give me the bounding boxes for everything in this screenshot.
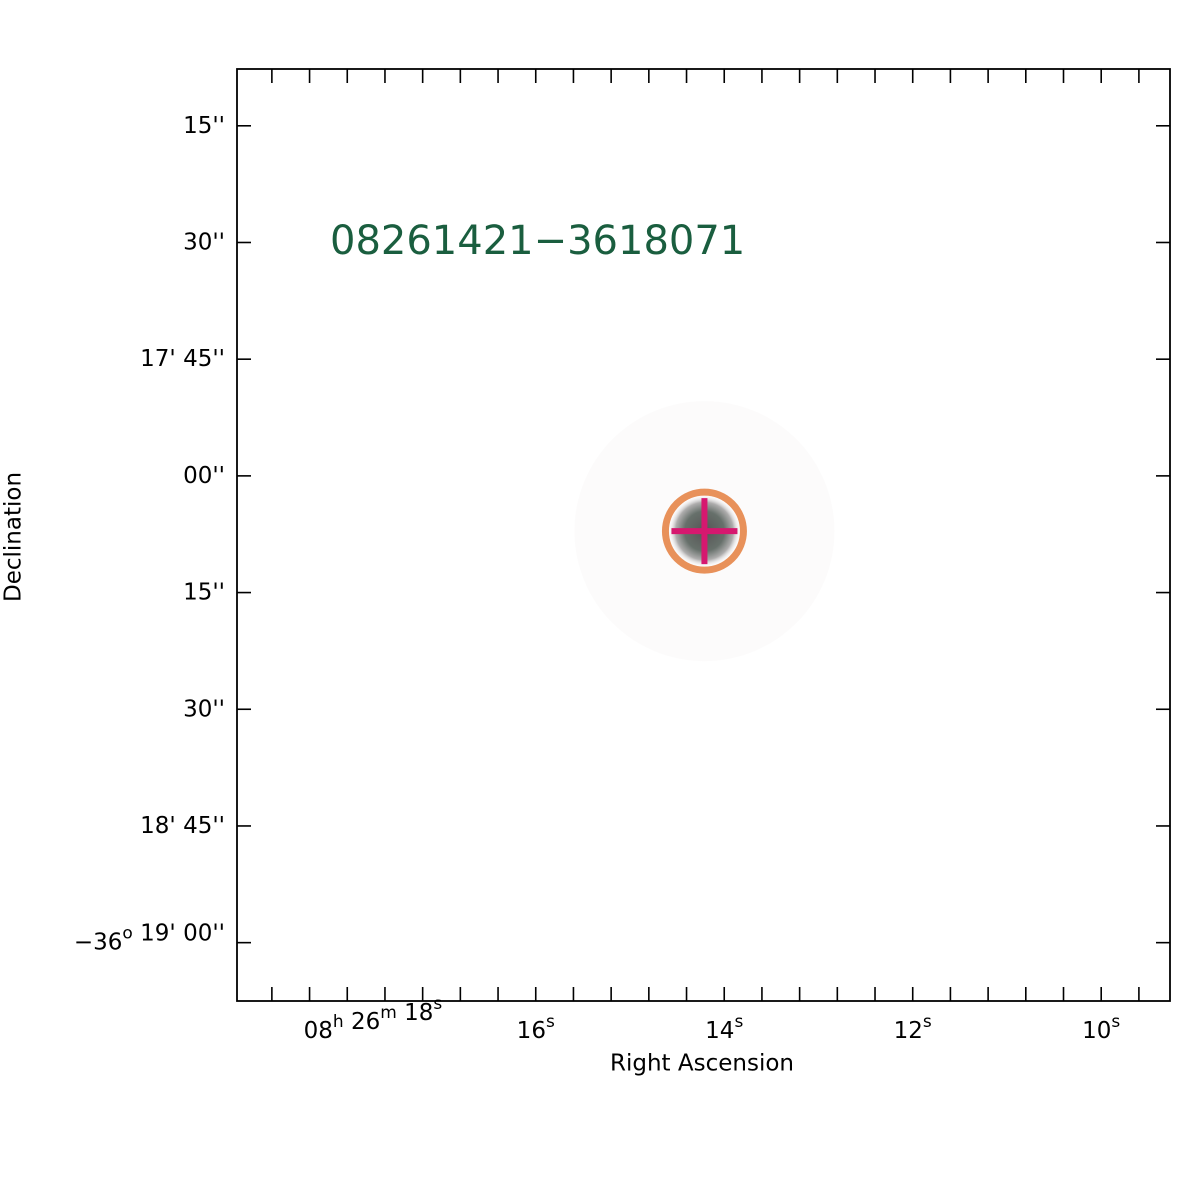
x-axis-label: Right Ascension [610,1051,794,1077]
x-tick-label: 08h 26m 18s [304,994,443,1044]
y-tick-label: 30'' [183,696,225,722]
y-tick-label: −36o 19' 00'' [74,920,225,955]
annotation: 08261421−3618071 [330,218,745,264]
x-tick-label: 16s [517,1012,555,1044]
y-tick-label: 30'' [183,229,225,255]
y-tick-label: 17' 45'' [140,346,225,372]
x-tick-label: 12s [894,1012,932,1044]
y-tick-label: 18' 45'' [140,812,225,838]
y-tick-label: 15'' [183,579,225,605]
x-tick-label: 10s [1082,1012,1120,1044]
plot-frame [236,68,1171,1002]
x-tick-label: 14s [705,1012,743,1044]
y-axis-label: Declination [1,472,27,602]
y-tick-label: 15'' [183,112,225,138]
source-circle [661,488,747,574]
y-tick-label: 00'' [183,462,225,488]
